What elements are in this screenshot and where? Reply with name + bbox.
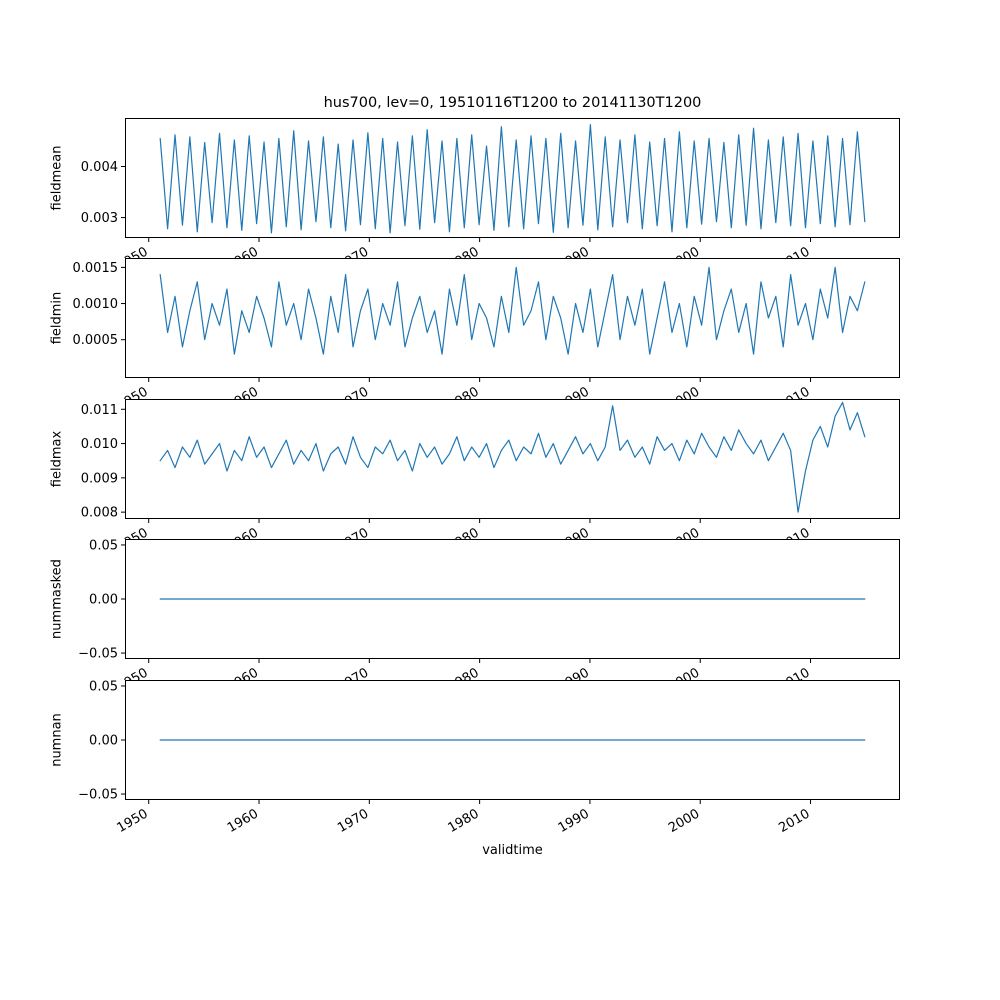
svg-text:−0.05: −0.05	[78, 647, 118, 662]
subplot-fieldmax: fieldmax 0.008 0.009 0.010 0.011 1950 1960 197…	[0, 399, 1000, 549]
svg-text:0.010: 0.010	[81, 437, 118, 452]
svg-text:2010: 2010	[776, 806, 812, 836]
svg-text:0.05: 0.05	[89, 680, 118, 694]
svg-text:0.0015: 0.0015	[73, 261, 119, 276]
chart-title: hus700, lev=0, 19510116T1200 to 20141130…	[323, 95, 702, 111]
svg-text:1950: 1950	[115, 806, 151, 836]
svg-text:0.003: 0.003	[81, 211, 118, 226]
svg-text:0.011: 0.011	[81, 403, 118, 418]
svg-text:0.00: 0.00	[89, 593, 118, 608]
svg-text:1990: 1990	[556, 806, 592, 836]
subplot-fieldmin: fieldmin 0.0005 0.0010 0.0015 1950 1960 1970 1…	[0, 258, 1000, 408]
numnan-line-chart: −0.05 0.00 0.05 1950 1960 1970 1980 1990 2000 201…	[78, 680, 900, 836]
svg-text:1960: 1960	[225, 806, 261, 836]
svg-text:0.004: 0.004	[81, 160, 118, 175]
svg-text:0.009: 0.009	[81, 471, 118, 486]
svg-text:0.0005: 0.0005	[73, 333, 119, 348]
svg-text:−0.05: −0.05	[78, 788, 118, 803]
svg-text:1970: 1970	[335, 806, 371, 836]
subplot-fieldmean: fieldmean 0.003 0.004 1950 1960 1970 1980 1990…	[0, 118, 1000, 268]
subplot-nummasked: nummasked −0.05 0.00 0.05 1950 1960 1970 1980 1…	[0, 539, 1000, 689]
svg-text:2000: 2000	[666, 806, 702, 836]
svg-text:0.05: 0.05	[89, 539, 118, 553]
svg-text:1980: 1980	[445, 806, 481, 836]
svg-text:0.008: 0.008	[81, 506, 118, 521]
subplot-numnan: numnan −0.05 0.00 0.05 1950 1960 1970 1980 1990…	[0, 680, 1000, 855]
x-axis-label: validtime	[482, 843, 543, 858]
svg-text:0.0010: 0.0010	[73, 297, 119, 312]
svg-text:0.00: 0.00	[89, 734, 118, 749]
